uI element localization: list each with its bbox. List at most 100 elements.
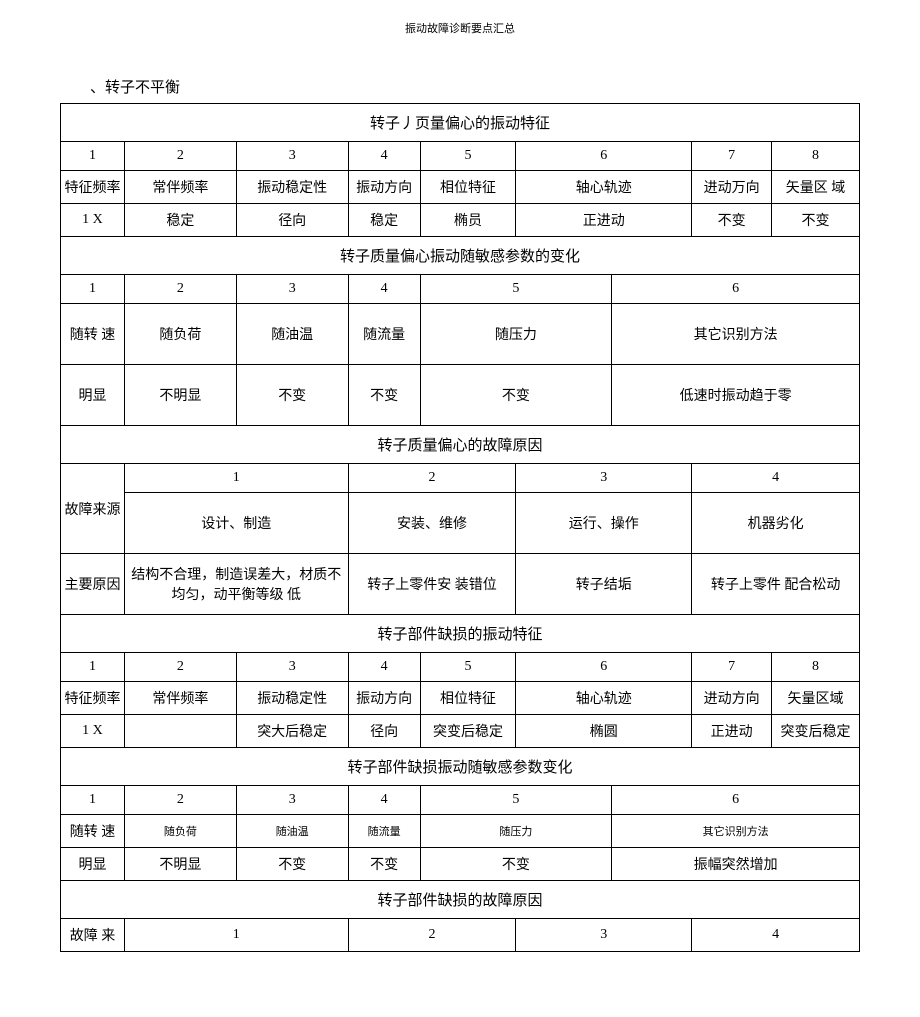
- cell: 2: [124, 653, 236, 682]
- t6-title: 转子部件缺损的故障原因: [61, 881, 860, 919]
- cell: 随转 速: [61, 304, 125, 365]
- cell: 运行、操作: [516, 493, 692, 554]
- cell: 进动万向: [692, 171, 772, 204]
- cell: 5: [420, 275, 612, 304]
- cell: 矢量区 域: [772, 171, 860, 204]
- cell: 4: [692, 464, 860, 493]
- t1-header-row: 特征频率 常伴频率 振动稳定性 振动方向 相位特征 轴心轨迹 进动万向 矢量区 …: [61, 171, 860, 204]
- cell: 8: [772, 142, 860, 171]
- t1-values-row: 1 X 稳定 径向 稳定 椭员 正进动 不变 不变: [61, 204, 860, 237]
- t5-header-row: 随转 速 随负荷 随油温 随流量 随压力 其它识别方法: [61, 815, 860, 848]
- cell: 矢量区域: [772, 682, 860, 715]
- cell: 突变后稳定: [772, 715, 860, 748]
- cell: 径向: [236, 204, 348, 237]
- cell: 2: [124, 275, 236, 304]
- cell: 特征频率: [61, 682, 125, 715]
- section-title: 、转子不平衡: [60, 76, 860, 97]
- t4-title: 转子部件缺损的振动特征: [61, 615, 860, 653]
- cell: 2: [348, 464, 516, 493]
- cell: 不变: [420, 848, 612, 881]
- cell: 不明显: [124, 365, 236, 426]
- cell: 随负荷: [124, 815, 236, 848]
- cell: 4: [348, 786, 420, 815]
- cell: 不变: [692, 204, 772, 237]
- cell: 3: [236, 275, 348, 304]
- t5-nums-row: 1 2 3 4 5 6: [61, 786, 860, 815]
- cell: 稳定: [348, 204, 420, 237]
- cell: 不明显: [124, 848, 236, 881]
- t3-title: 转子质量偏心的故障原因: [61, 426, 860, 464]
- t4-values-row: 1 X 突大后稳定 径向 突变后稳定 椭圆 正进动 突变后稳定: [61, 715, 860, 748]
- cell: 正进动: [516, 204, 692, 237]
- cell: 4: [348, 653, 420, 682]
- cell: 3: [236, 142, 348, 171]
- cell: 振动方向: [348, 682, 420, 715]
- cell: 1: [61, 786, 125, 815]
- cell: 转子结垢: [516, 554, 692, 615]
- cell: 随流量: [348, 304, 420, 365]
- cell: 机器劣化: [692, 493, 860, 554]
- cell: 随油温: [236, 815, 348, 848]
- cell: 椭圆: [516, 715, 692, 748]
- cell: 随压力: [420, 815, 612, 848]
- cell: 1: [124, 464, 348, 493]
- t2-header-row: 随转 速 随负荷 随油温 随流量 随压力 其它识别方法: [61, 304, 860, 365]
- cell: 2: [124, 786, 236, 815]
- cell: 常伴频率: [124, 682, 236, 715]
- cell: 1: [61, 275, 125, 304]
- cell: 其它识别方法: [612, 815, 860, 848]
- cell: 不变: [772, 204, 860, 237]
- cell: 7: [692, 142, 772, 171]
- cell: 5: [420, 786, 612, 815]
- cell: 不变: [236, 365, 348, 426]
- cell: 1: [61, 142, 125, 171]
- cell: 突大后稳定: [236, 715, 348, 748]
- t2-values-row: 明显 不明显 不变 不变 不变 低速时振动趋于零: [61, 365, 860, 426]
- cell: 随油温: [236, 304, 348, 365]
- cell: 不变: [420, 365, 612, 426]
- cell: 相位特征: [420, 682, 516, 715]
- cell: [124, 715, 236, 748]
- cell: 明显: [61, 848, 125, 881]
- cell: 特征频率: [61, 171, 125, 204]
- cell: 6: [516, 653, 692, 682]
- cell: 随压力: [420, 304, 612, 365]
- cell: 正进动: [692, 715, 772, 748]
- cell: 1: [124, 919, 348, 952]
- cell: 3: [236, 786, 348, 815]
- cell: 振幅突然增加: [612, 848, 860, 881]
- cell: 2: [348, 919, 516, 952]
- cell: 相位特征: [420, 171, 516, 204]
- cell: 5: [420, 142, 516, 171]
- cell: 随转 速: [61, 815, 125, 848]
- cell: 稳定: [124, 204, 236, 237]
- cell: 3: [516, 919, 692, 952]
- cell: 转子上零件安 装错位: [348, 554, 516, 615]
- cell: 转子上零件 配合松动: [692, 554, 860, 615]
- cell: 8: [772, 653, 860, 682]
- t5-values-row: 明显 不明显 不变 不变 不变 振幅突然增加: [61, 848, 860, 881]
- cell: 轴心轨迹: [516, 682, 692, 715]
- cell: 2: [124, 142, 236, 171]
- cell: 主要原因: [61, 554, 125, 615]
- cell: 设计、制造: [124, 493, 348, 554]
- cell: 1 X: [61, 204, 125, 237]
- cell: 1: [61, 653, 125, 682]
- cell: 振动稳定性: [236, 682, 348, 715]
- t3-row2: 设计、制造 安装、维修 运行、操作 机器劣化: [61, 493, 860, 554]
- t2-title: 转子质量偏心振动随敏感参数的变化: [61, 237, 860, 275]
- cell: 进动方向: [692, 682, 772, 715]
- cell: 7: [692, 653, 772, 682]
- cell: 1 X: [61, 715, 125, 748]
- cell: 突变后稳定: [420, 715, 516, 748]
- cell: 椭员: [420, 204, 516, 237]
- cell: 故障 来: [61, 919, 125, 952]
- cell: 4: [692, 919, 860, 952]
- cell: 明显: [61, 365, 125, 426]
- cell: 不变: [348, 848, 420, 881]
- t3-row3: 主要原因 结构不合理，制造误差大，材质不均匀，动平衡等级 低 转子上零件安 装错…: [61, 554, 860, 615]
- cell: 6: [612, 786, 860, 815]
- t3-row1: 故障来源 1 2 3 4: [61, 464, 860, 493]
- cell: 振动稳定性: [236, 171, 348, 204]
- cell: 常伴频率: [124, 171, 236, 204]
